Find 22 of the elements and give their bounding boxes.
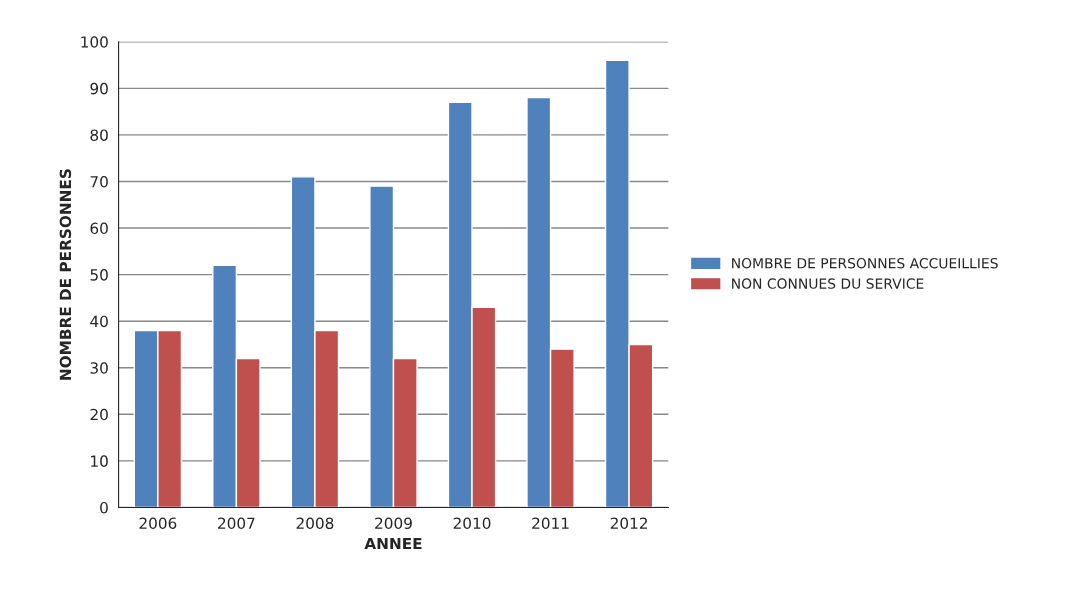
x-tick-label: 2012 — [610, 517, 647, 529]
y-tick-label: 50 — [90, 269, 108, 281]
y-tick-label: 40 — [90, 315, 108, 328]
y-tick-label: 10 — [91, 455, 108, 467]
y-tick-label: 20 — [90, 408, 108, 421]
x-axis-title: ANNEE — [364, 537, 422, 550]
y-tick-label: 60 — [90, 222, 108, 235]
legend-label: NON CONNUES DU SERVICE — [732, 278, 924, 289]
y-tick-label: 30 — [90, 362, 108, 374]
y-tick-label: 90 — [90, 82, 108, 95]
y-tick-label: 100 — [81, 36, 108, 48]
x-tick-label: 2008 — [296, 517, 334, 529]
x-tick-label: 2009 — [375, 517, 412, 529]
x-tick-label: 2010 — [453, 517, 491, 529]
x-tick-label: 2006 — [139, 517, 177, 529]
y-tick-label: 70 — [90, 175, 108, 188]
legend-label: NOMBRE DE PERSONNES ACCUEILLIES — [732, 257, 998, 269]
x-tick-label: 2011 — [532, 517, 569, 529]
y-tick-label: 80 — [90, 129, 108, 141]
y-tick-label: 0 — [100, 501, 108, 514]
y-axis-title: NOMBRE DE PERSONNES — [59, 169, 72, 380]
x-tick-label: 2007 — [218, 517, 255, 529]
